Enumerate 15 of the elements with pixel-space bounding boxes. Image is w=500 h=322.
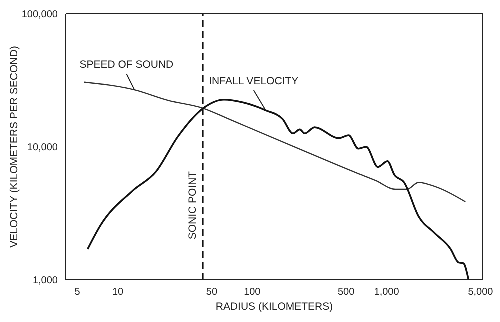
y-tick-label: 1,000 <box>32 276 58 287</box>
ref-line-label: SONIC POINT <box>187 170 200 240</box>
y-axis-title: VELOCITY (KILOMETERS PER SECOND) <box>8 46 21 248</box>
y-tick-label: 10,000 <box>27 142 58 154</box>
x-tick-label: 5 <box>74 287 81 298</box>
x-tick-label: 5,000 <box>468 287 494 298</box>
x-tick-label: 50 <box>206 287 218 298</box>
x-tick-label: 10 <box>112 287 124 298</box>
x-tick-label: 500 <box>338 287 356 298</box>
series-label: INFALL VELOCITY <box>209 76 299 88</box>
series-label: SPEED OF SOUND <box>80 59 174 72</box>
x-tick-label: 1,000 <box>374 287 400 298</box>
x-axis-title: RADIUS (KILOMETERS) <box>216 301 334 313</box>
x-tick-label: 100 <box>244 287 262 298</box>
y-tick-label: 100,000 <box>22 10 58 21</box>
